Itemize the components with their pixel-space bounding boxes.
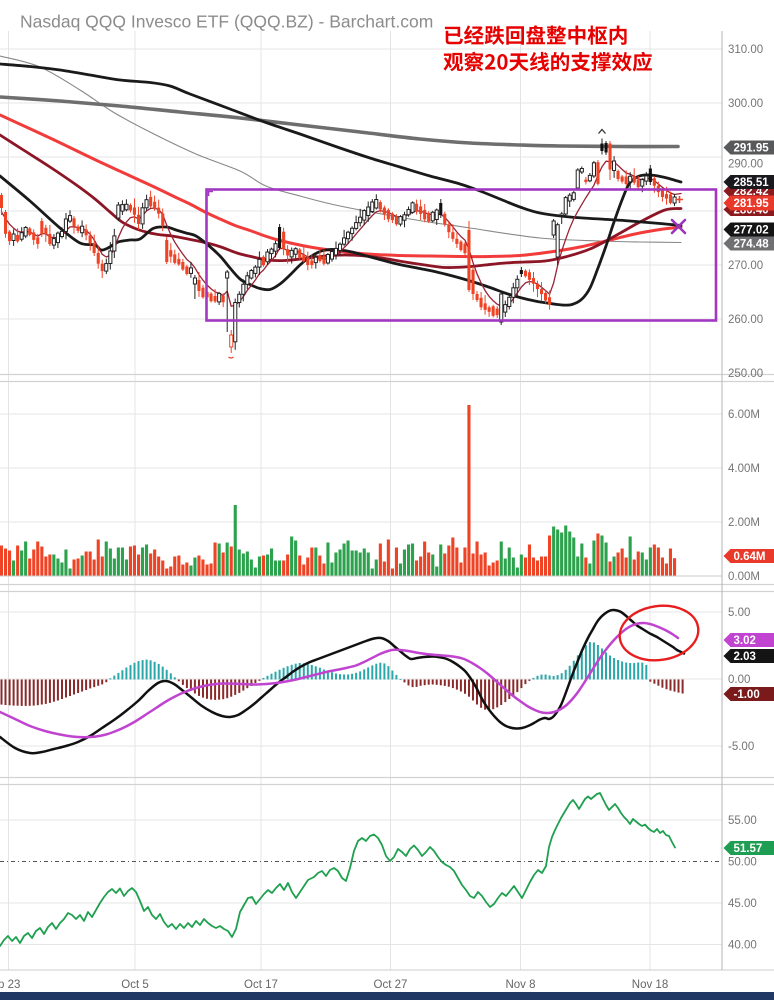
svg-text:-5.00: -5.00 bbox=[728, 741, 754, 753]
svg-text:285.51: 285.51 bbox=[734, 177, 770, 189]
svg-text:Nov 18: Nov 18 bbox=[632, 979, 668, 991]
svg-text:2.00M: 2.00M bbox=[728, 517, 760, 529]
svg-text:282.42: 282.42 bbox=[734, 186, 769, 198]
svg-text:3.02: 3.02 bbox=[734, 635, 756, 647]
svg-text:Oct 17: Oct 17 bbox=[244, 979, 278, 991]
svg-text:277.02: 277.02 bbox=[734, 225, 769, 237]
svg-text:55.00: 55.00 bbox=[728, 815, 757, 827]
svg-text:5.00: 5.00 bbox=[728, 607, 750, 619]
svg-text:270.00: 270.00 bbox=[728, 260, 763, 272]
svg-text:291.95: 291.95 bbox=[734, 143, 770, 155]
svg-text:250.00: 250.00 bbox=[728, 368, 763, 380]
svg-text:274.48: 274.48 bbox=[734, 239, 770, 251]
svg-text:290.00: 290.00 bbox=[728, 159, 763, 171]
svg-text:50.00: 50.00 bbox=[728, 857, 757, 869]
svg-text:300.00: 300.00 bbox=[728, 98, 763, 110]
svg-text:281.95: 281.95 bbox=[734, 198, 770, 210]
svg-text:Nov 8: Nov 8 bbox=[505, 979, 535, 991]
svg-text:2.03: 2.03 bbox=[734, 651, 756, 663]
svg-text:310.00: 310.00 bbox=[728, 44, 763, 56]
svg-text:51.57: 51.57 bbox=[734, 843, 763, 855]
svg-text:Nasdaq QQQ Invesco ETF (QQQ.BZ: Nasdaq QQQ Invesco ETF (QQQ.BZ) - Barcha… bbox=[20, 12, 433, 32]
svg-text:p 23: p 23 bbox=[0, 979, 20, 991]
svg-text:0.64M: 0.64M bbox=[734, 551, 766, 563]
svg-text:6.00M: 6.00M bbox=[728, 409, 760, 421]
svg-text:45.00: 45.00 bbox=[728, 898, 757, 910]
svg-text:0.00M: 0.00M bbox=[728, 571, 760, 583]
svg-text:40.00: 40.00 bbox=[728, 940, 757, 952]
svg-text:0.00: 0.00 bbox=[728, 674, 750, 686]
svg-text:-1.00: -1.00 bbox=[734, 689, 760, 701]
svg-text:Oct 27: Oct 27 bbox=[374, 979, 408, 991]
svg-text:260.00: 260.00 bbox=[728, 314, 763, 326]
svg-text:Oct 5: Oct 5 bbox=[121, 979, 148, 991]
svg-text:4.00M: 4.00M bbox=[728, 463, 760, 475]
